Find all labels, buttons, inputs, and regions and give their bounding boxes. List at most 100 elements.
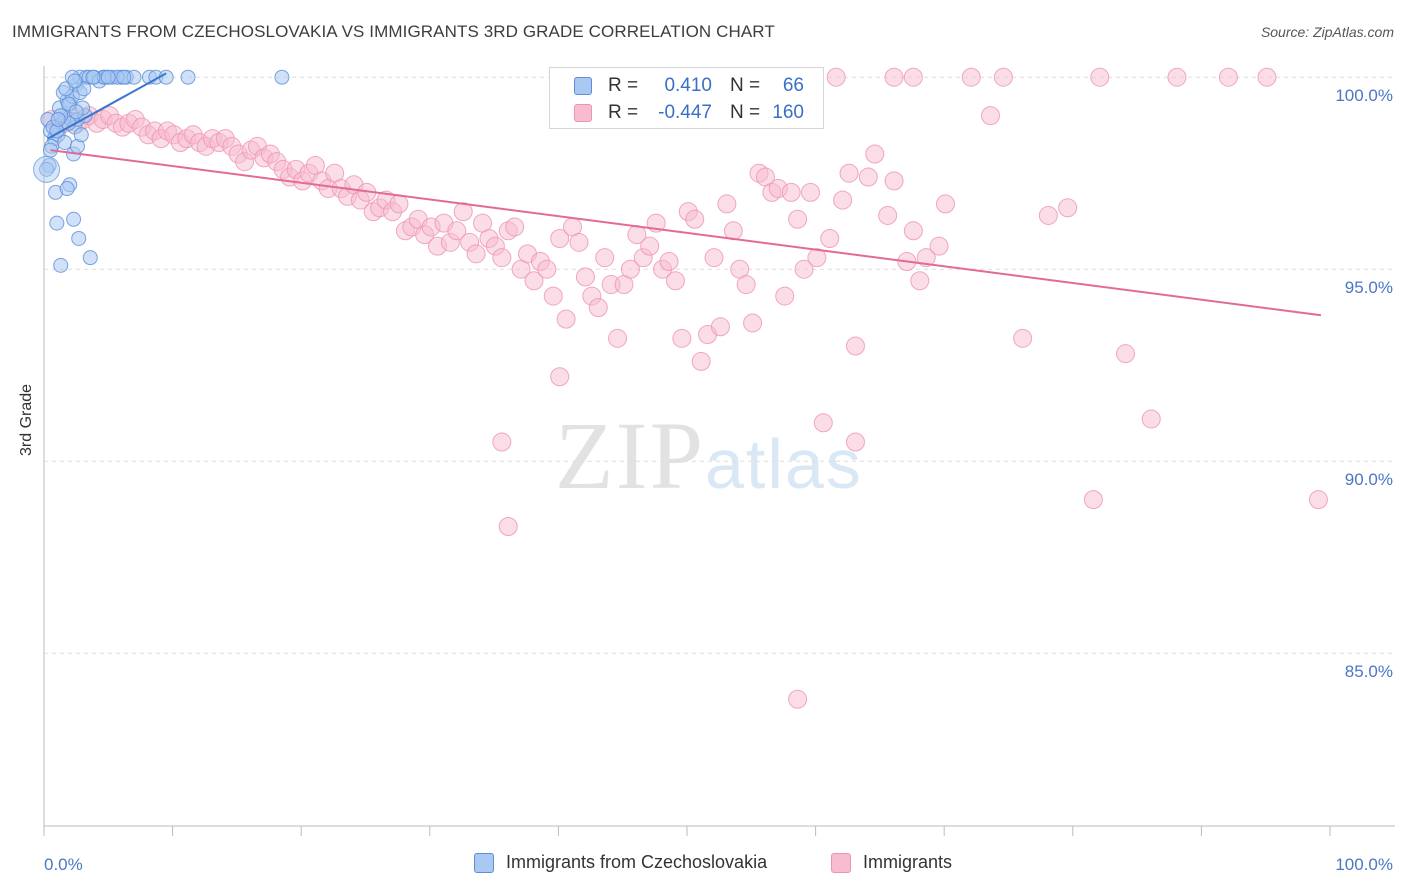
- point-immigrants: [569, 232, 589, 252]
- point-immigrants: [665, 271, 685, 291]
- point-immigrants: [794, 259, 814, 279]
- point-immigrants: [447, 221, 467, 241]
- point-czechoslovakia: [59, 181, 75, 197]
- point-czechoslovakia: [71, 230, 87, 246]
- point-immigrants: [743, 313, 763, 333]
- point-immigrants: [537, 259, 557, 279]
- point-immigrants: [858, 167, 878, 187]
- point-immigrants: [884, 67, 904, 87]
- stats-row-czechoslovakia: R = 0.410 N = 66: [550, 73, 823, 99]
- point-czechoslovakia: [116, 69, 132, 85]
- n-value: 66: [782, 75, 804, 96]
- point-immigrants: [1167, 67, 1187, 87]
- y-tick-label: 100.0%: [1335, 86, 1393, 105]
- point-czechoslovakia: [85, 69, 101, 85]
- legend-item-czechoslovakia[interactable]: Immigrants from Czechoslovakia: [474, 852, 767, 873]
- point-immigrants: [1083, 490, 1103, 510]
- point-czechoslovakia: [274, 69, 290, 85]
- point-immigrants: [775, 286, 795, 306]
- legend-label-immigrants: Immigrants: [863, 852, 953, 872]
- r-value: -0.447: [658, 102, 712, 123]
- point-czechoslovakia: [49, 215, 65, 231]
- point-immigrants: [505, 217, 525, 237]
- point-immigrants: [865, 144, 885, 164]
- point-immigrants: [672, 328, 692, 348]
- stats-legend: R = 0.410 N = 66 R = -0.447 N = 160: [549, 67, 824, 129]
- point-czechoslovakia: [68, 104, 84, 120]
- point-immigrants: [492, 248, 512, 268]
- point-immigrants: [1141, 409, 1161, 429]
- point-immigrants: [1116, 344, 1136, 364]
- point-immigrants: [813, 413, 833, 433]
- trendline-immigrants: [50, 149, 1322, 317]
- y-tick-label: 90.0%: [1345, 470, 1393, 489]
- point-immigrants: [788, 689, 808, 709]
- point-immigrants: [1218, 67, 1238, 87]
- point-immigrants: [389, 194, 409, 214]
- point-immigrants: [492, 432, 512, 452]
- point-czechoslovakia: [180, 69, 196, 85]
- point-immigrants: [691, 351, 711, 371]
- chart-title: IMMIGRANTS FROM CZECHOSLOVAKIA VS IMMIGR…: [12, 22, 775, 41]
- point-immigrants: [620, 259, 640, 279]
- point-czechoslovakia: [100, 69, 116, 85]
- watermark-atlas: atlas: [705, 425, 863, 503]
- swatch-immigrants: [574, 104, 592, 122]
- legend-swatch-immigrants: [831, 852, 851, 873]
- point-immigrants: [595, 248, 615, 268]
- point-immigrants: [929, 236, 949, 256]
- point-immigrants: [903, 221, 923, 241]
- point-immigrants: [916, 248, 936, 268]
- r-label: R =: [608, 102, 644, 123]
- point-immigrants: [845, 336, 865, 356]
- watermark: ZIPatlas: [555, 400, 863, 511]
- n-label: N =: [730, 102, 761, 123]
- point-immigrants: [704, 248, 724, 268]
- point-immigrants: [833, 190, 853, 210]
- point-immigrants: [575, 267, 595, 287]
- point-czechoslovakia: [66, 211, 82, 227]
- point-immigrants: [550, 367, 570, 387]
- point-immigrants: [640, 236, 660, 256]
- point-immigrants: [556, 309, 576, 329]
- n-value: 160: [772, 102, 804, 123]
- y-tick-label: 85.0%: [1345, 662, 1393, 681]
- point-czechoslovakia: [53, 257, 69, 273]
- point-immigrants: [820, 228, 840, 248]
- point-immigrants: [839, 163, 859, 183]
- r-value: 0.410: [664, 75, 712, 96]
- point-czechoslovakia-large: [33, 155, 61, 183]
- point-immigrants: [993, 67, 1013, 87]
- point-immigrants: [800, 182, 820, 202]
- point-immigrants: [498, 516, 518, 536]
- point-immigrants: [685, 209, 705, 229]
- point-immigrants: [608, 328, 628, 348]
- legend-item-immigrants[interactable]: Immigrants: [831, 852, 952, 873]
- y-tick-label: 95.0%: [1345, 278, 1393, 297]
- watermark-zip: ZIP: [555, 402, 705, 509]
- series-legend: Immigrants from Czechoslovakia Immigrant…: [0, 852, 1406, 878]
- point-immigrants: [1058, 198, 1078, 218]
- source-label: Source: ZipAtlas.com: [1260, 24, 1394, 40]
- point-immigrants: [1090, 67, 1110, 87]
- x-tick-label-min: 0.0%: [44, 855, 83, 874]
- point-immigrants: [1038, 205, 1058, 225]
- point-immigrants: [524, 271, 544, 291]
- point-czechoslovakia: [73, 127, 89, 143]
- legend-label-czechoslovakia: Immigrants from Czechoslovakia: [506, 852, 768, 872]
- point-czechoslovakia: [82, 250, 98, 266]
- point-immigrants: [543, 286, 563, 306]
- n-label: N =: [730, 75, 761, 96]
- point-immigrants: [717, 194, 737, 214]
- point-immigrants: [788, 209, 808, 229]
- trendline-czechoslovakia: [47, 72, 167, 140]
- point-immigrants: [588, 298, 608, 318]
- point-czechoslovakia: [50, 111, 66, 127]
- point-czechoslovakia: [39, 161, 55, 177]
- point-immigrants: [1308, 490, 1328, 510]
- x-tick-label-max: 100.0%: [1335, 855, 1393, 874]
- point-immigrants: [961, 67, 981, 87]
- point-immigrants: [935, 194, 955, 214]
- point-immigrants: [826, 67, 846, 87]
- point-immigrants: [710, 317, 730, 337]
